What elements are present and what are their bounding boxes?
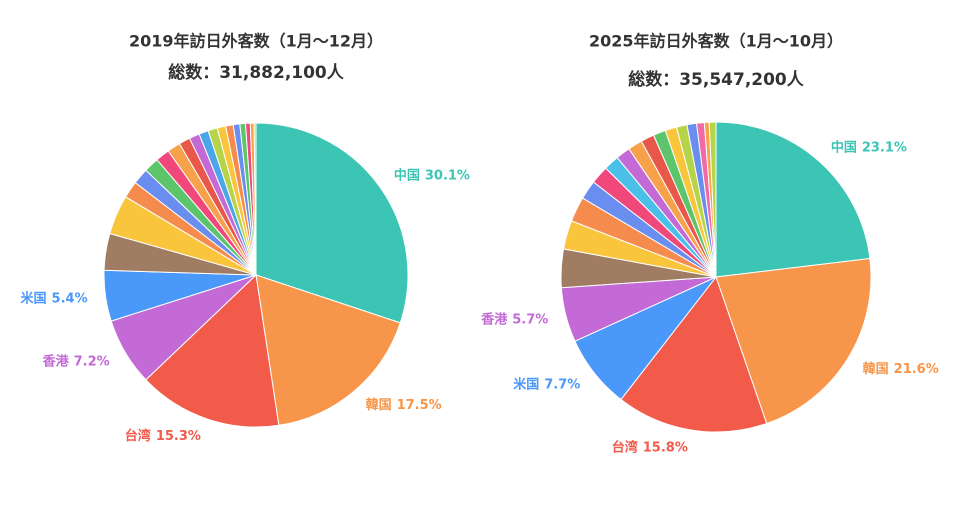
slice-label: 台湾 15.8% [612,439,688,455]
chart-subtitle: 総数：35,547,200人 [628,69,805,90]
pie-slice [708,121,717,278]
pie-slice [145,273,280,428]
slice-label: 香港 5.7% [480,311,548,327]
slice-value-label: 5.7% [512,312,548,327]
slice-label: 台湾 15.3% [125,427,201,443]
chart-title: 2025年訪日外客数（1月〜10月） [589,32,843,51]
slice-value-label: 7.2% [74,354,110,369]
pie-slice [255,122,409,324]
slice-label: 韓国 17.5% [366,396,442,412]
pie-slice [715,257,872,425]
slice-category: 韓国 [366,396,392,412]
slice-label: 米国 7.7% [513,376,580,392]
slice-label: 中国 23.1% [831,139,907,155]
pie-slice [715,121,871,278]
slice-value-label: 7.7% [544,377,580,392]
slice-value-label: 15.3% [156,428,201,443]
chart-title: 2019年訪日外客数（1月〜12月） [129,32,383,51]
pie-slice [620,275,768,433]
slice-label: 韓国 21.6% [863,360,939,376]
slice-category: 香港 [42,353,70,369]
slice-value-label: 15.8% [643,440,688,455]
slice-value-label: 23.1% [862,140,907,155]
pie-slice [253,122,257,276]
slice-category: 米国 [21,290,47,306]
slice-category: 台湾 [125,427,151,443]
slice-category: 韓国 [863,360,889,376]
pie-slice [255,274,401,426]
slice-category: 米国 [513,376,539,392]
slice-category: 中国 [394,167,420,183]
slice-category: 香港 [480,311,508,327]
slice-value-label: 5.4% [52,291,88,306]
slice-category: 台湾 [612,439,638,455]
slice-value-label: 21.6% [894,361,939,376]
slice-value-label: 17.5% [397,397,442,412]
slice-label: 香港 7.2% [42,353,110,369]
slice-category: 中国 [831,139,857,155]
slice-label: 中国 30.1% [394,167,470,183]
chart-subtitle: 総数：31,882,100人 [168,62,345,83]
slice-label: 米国 5.4% [21,290,88,306]
slice-value-label: 30.1% [425,168,470,183]
